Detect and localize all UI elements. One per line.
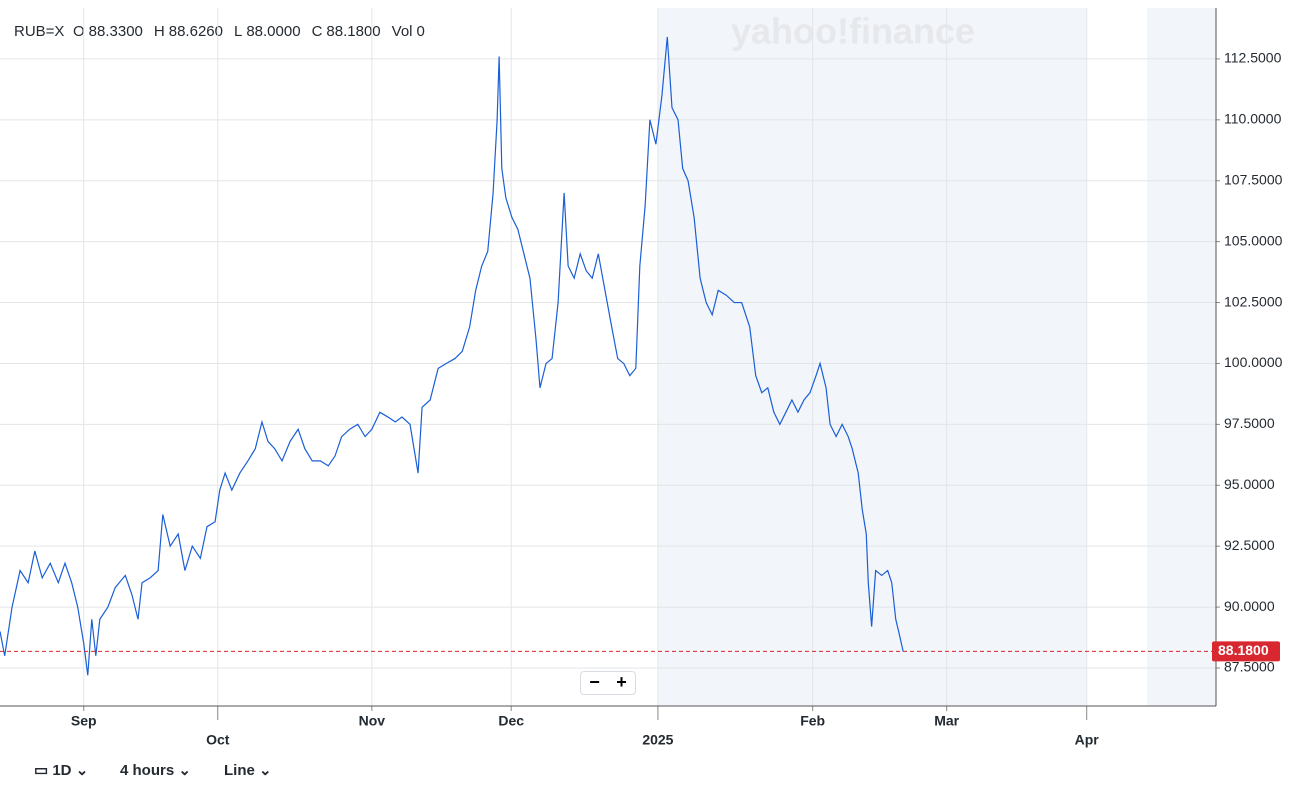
stat-value: 88.1800 — [326, 23, 380, 40]
stat-value: 88.3300 — [89, 23, 143, 40]
y-tick-label: 105.0000 — [1224, 232, 1283, 248]
stat-label: Vol — [392, 23, 413, 40]
stat-value: 88.6260 — [169, 23, 223, 40]
last-price-box — [1212, 641, 1280, 662]
zoom-in[interactable]: + — [616, 672, 627, 692]
y-tick-label: 107.5000 — [1224, 171, 1283, 187]
y-tick-label: 95.0000 — [1224, 476, 1275, 492]
chart-type-button[interactable]: Line ⌄ — [224, 762, 272, 779]
y-tick-label: 112.5000 — [1224, 50, 1282, 66]
stat-label: L — [234, 23, 242, 40]
x-tick-label: Feb — [800, 713, 825, 729]
x-tick-label: Apr — [1075, 732, 1100, 748]
stat-value: 0 — [417, 23, 425, 40]
zoom-out[interactable]: − — [589, 672, 600, 692]
x-tick-label: Dec — [498, 713, 524, 729]
range: 1D — [52, 762, 72, 779]
chart: yahoo!finance RUB=X O 88.3300 H 88.6260 L 88.… — [0, 8, 1283, 748]
x-tick-label: Oct — [206, 732, 230, 748]
range-button[interactable]: ▭ 1D ⌄ — [34, 762, 89, 779]
x-tick-label: Sep — [71, 713, 97, 729]
header-stats: O 88.3300 H 88.6260 L 88.0000 C 88.1800 Vol 0 — [73, 23, 425, 40]
y-tick-label: 100.0000 — [1224, 354, 1283, 370]
chart-type: Line — [224, 762, 255, 779]
header-symbol: RUB=X — [14, 23, 64, 40]
watermark: yahoo!finance — [731, 11, 975, 52]
stat-label: H — [154, 23, 165, 40]
y-tick-label: 110.0000 — [1224, 111, 1282, 127]
x-tick-label: 2025 — [642, 732, 673, 748]
interval-button[interactable]: 4 hours ⌄ — [120, 762, 191, 779]
stat-label: O — [73, 23, 85, 40]
shaded-region — [1146, 8, 1216, 706]
y-tick-label: 97.5000 — [1224, 415, 1275, 431]
y-tick-label: 92.5000 — [1224, 537, 1275, 553]
y-tick-label: 102.5000 — [1224, 293, 1283, 309]
y-tick-label: 87.5000 — [1224, 659, 1275, 675]
x-tick-label: Mar — [934, 713, 959, 729]
x-tick-label: Nov — [359, 713, 386, 729]
stat-value: 88.0000 — [246, 23, 300, 40]
price-line — [0, 36, 904, 676]
zoom-control: − + — [580, 671, 636, 695]
last-price-label: 88.1800 — [1218, 642, 1269, 658]
shaded-region — [657, 8, 1087, 706]
interval: 4 hours — [120, 762, 175, 779]
y-tick-label: 90.0000 — [1224, 598, 1275, 614]
stat-label: C — [312, 23, 323, 40]
